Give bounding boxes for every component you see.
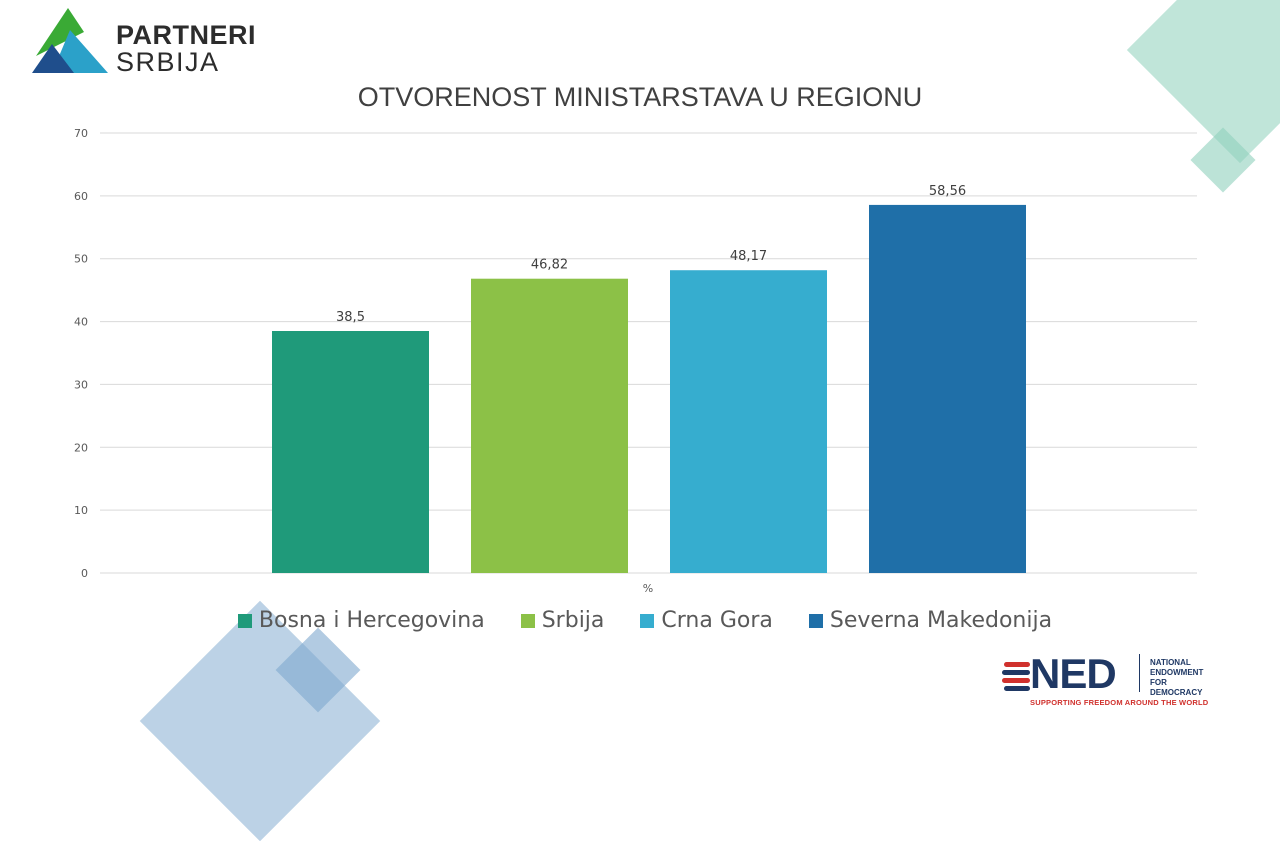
legend-item: Crna Gora bbox=[640, 608, 773, 633]
ned-fullname-line: FOR bbox=[1150, 678, 1167, 687]
legend-label: Bosna i Hercegovina bbox=[258, 608, 485, 633]
chart-legend: Bosna i Hercegovina Srbija Crna Gora Severn… bbox=[0, 608, 1280, 633]
legend-swatch bbox=[808, 613, 823, 628]
y-tick-label: 10 bbox=[74, 504, 88, 517]
ned-acronym: NED bbox=[1030, 650, 1117, 698]
bar-crna-gora bbox=[670, 270, 827, 573]
legend-swatch bbox=[520, 613, 535, 628]
logo-triangles-icon bbox=[32, 8, 108, 73]
legend-swatch bbox=[640, 613, 655, 628]
ned-fullname-line: ENDOWMENT bbox=[1150, 668, 1204, 677]
bar-bosna-i-hercegovina bbox=[272, 331, 429, 573]
bar-chart: 0 10 20 30 40 50 60 70 38,5 46,82 48,17 58,56 % bbox=[74, 127, 1197, 595]
ned-tagline: SUPPORTING FREEDOM AROUND THE WORLD bbox=[1030, 698, 1209, 707]
legend-label: Crna Gora bbox=[661, 608, 773, 633]
logo-text-line1: PARTNERI bbox=[116, 20, 257, 50]
legend-swatch bbox=[237, 613, 252, 628]
ned-fullname-line: DEMOCRACY bbox=[1150, 688, 1203, 697]
bar-data-label: 38,5 bbox=[336, 310, 365, 325]
y-tick-label: 20 bbox=[74, 441, 88, 454]
bar-data-label: 46,82 bbox=[531, 258, 568, 273]
bar-data-label: 58,56 bbox=[929, 184, 966, 199]
y-tick-label: 50 bbox=[74, 253, 88, 266]
x-axis-label: % bbox=[643, 582, 653, 595]
bar-srbija bbox=[471, 278, 628, 573]
chart-title: OTVORENOST MINISTARSTAVA U REGIONU bbox=[357, 82, 923, 112]
y-tick-label: 60 bbox=[74, 190, 88, 203]
legend-label: Srbija bbox=[541, 608, 605, 633]
ned-fullname: NATIONAL ENDOWMENT FOR DEMOCRACY bbox=[1150, 658, 1203, 698]
legend-item: Severna Makedonija bbox=[808, 608, 1053, 633]
legend-item: Bosna i Hercegovina bbox=[237, 608, 485, 633]
y-tick-label: 40 bbox=[74, 316, 88, 329]
y-tick-label: 70 bbox=[74, 127, 88, 140]
ned-acronym-text: NED bbox=[1030, 650, 1117, 697]
ned-stripes-icon bbox=[1002, 662, 1030, 691]
partneri-srbija-logo: PARTNERI SRBIJA bbox=[30, 6, 270, 78]
ned-fullname-line: NATIONAL bbox=[1150, 658, 1191, 667]
y-tick-label: 0 bbox=[81, 567, 88, 580]
bar-data-label: 48,17 bbox=[730, 249, 767, 264]
legend-item: Srbija bbox=[520, 608, 605, 633]
ned-separator bbox=[1139, 654, 1140, 692]
logo-text-line2: SRBIJA bbox=[116, 47, 220, 77]
ned-logo: NED NATIONAL ENDOWMENT FOR DEMOCRACY SUP… bbox=[1000, 650, 1230, 712]
legend-label: Severna Makedonija bbox=[829, 608, 1053, 633]
bar-severna-makedonija bbox=[869, 204, 1026, 573]
y-tick-label: 30 bbox=[74, 378, 88, 391]
